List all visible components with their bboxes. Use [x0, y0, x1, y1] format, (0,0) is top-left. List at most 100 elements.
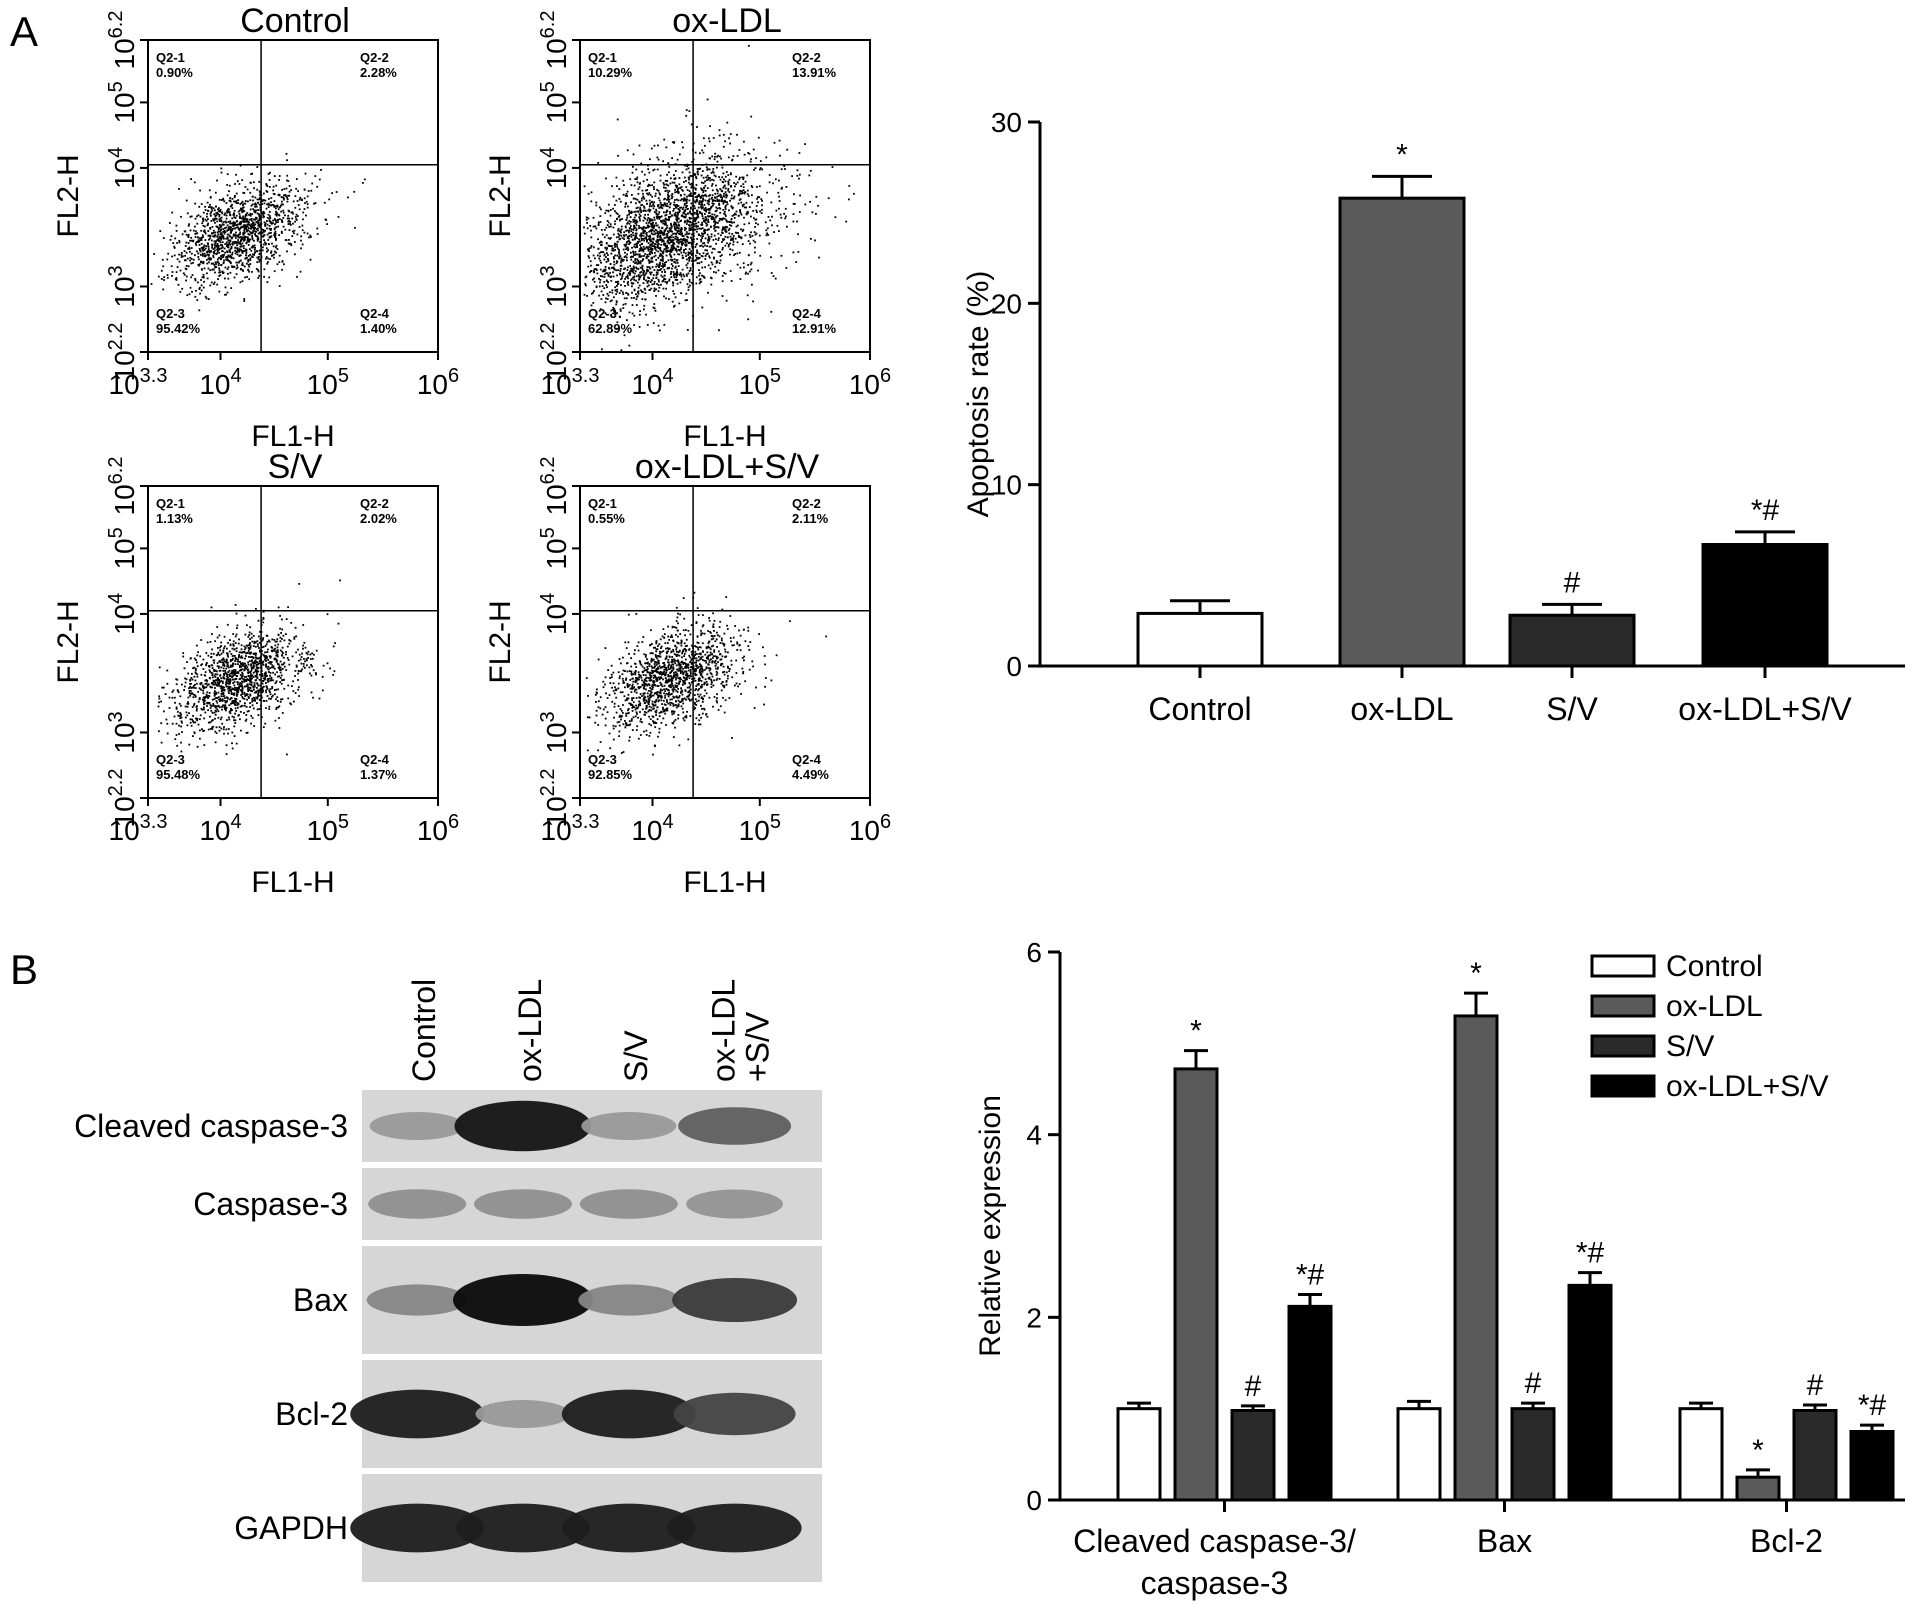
- event-dot: [229, 686, 232, 688]
- event-dot: [218, 251, 221, 254]
- event-dot: [164, 693, 167, 695]
- event-dot: [171, 255, 173, 258]
- event-dot: [210, 262, 213, 265]
- event-dot: [231, 198, 234, 200]
- event-dot: [647, 259, 650, 261]
- event-dot: [678, 253, 681, 256]
- event-dot: [235, 242, 238, 244]
- event-dot: [310, 189, 313, 192]
- event-dot: [197, 240, 200, 243]
- event-dot: [187, 672, 190, 675]
- event-dot: [623, 334, 626, 337]
- event-dot: [217, 238, 219, 241]
- event-dot: [200, 254, 202, 256]
- event-dot: [585, 216, 588, 219]
- event-dot: [612, 195, 615, 198]
- event-dot: [649, 253, 652, 256]
- event-dot: [282, 225, 285, 228]
- event-dot: [690, 252, 693, 255]
- event-dot: [661, 251, 664, 253]
- event-dot: [620, 231, 622, 234]
- event-dot: [169, 238, 172, 241]
- event-dot: [222, 223, 225, 226]
- event-dot: [236, 687, 239, 689]
- event-dot: [268, 186, 271, 188]
- event-dot: [242, 245, 245, 247]
- event-dot: [254, 216, 257, 219]
- event-dot: [252, 208, 255, 210]
- event-dot: [715, 184, 717, 187]
- event-dot: [725, 219, 728, 221]
- y-tick-group: 104: [537, 147, 572, 189]
- event-dot: [644, 210, 647, 212]
- event-dot: [200, 260, 202, 263]
- event-dot: [273, 206, 276, 208]
- event-dot: [710, 283, 713, 286]
- event-dot: [262, 616, 265, 619]
- event-dot: [702, 242, 704, 245]
- event-dot: [225, 258, 228, 261]
- event-dot: [268, 179, 271, 181]
- event-dot: [719, 251, 721, 254]
- event-dot: [211, 209, 214, 212]
- event-dot: [194, 669, 197, 671]
- event-dot: [199, 292, 201, 295]
- event-dot: [639, 262, 642, 264]
- event-dot: [586, 295, 588, 297]
- event-dot: [598, 252, 601, 255]
- event-dot: [276, 212, 278, 215]
- quadrant-percent: 62.89%: [588, 321, 633, 336]
- event-dot: [251, 235, 253, 237]
- event-dot: [239, 236, 242, 238]
- event-dot: [281, 679, 284, 682]
- event-dot: [175, 279, 178, 281]
- event-dot: [196, 222, 199, 225]
- event-dot: [216, 701, 219, 704]
- event-dot: [715, 242, 717, 245]
- event-dot: [709, 177, 711, 179]
- event-dot: [691, 245, 694, 248]
- event-dot: [255, 230, 257, 233]
- event-dot: [231, 687, 234, 690]
- event-dot: [235, 612, 238, 615]
- event-dot: [295, 664, 298, 667]
- event-dot: [662, 266, 664, 269]
- event-dot: [724, 191, 727, 193]
- event-dot: [289, 242, 292, 245]
- event-dot: [615, 211, 618, 214]
- event-dot: [258, 249, 261, 252]
- event-dot: [666, 236, 668, 239]
- event-dot: [646, 218, 649, 221]
- event-dot: [610, 313, 613, 316]
- event-dot: [688, 229, 691, 232]
- event-dot: [632, 229, 635, 231]
- event-dot: [677, 221, 680, 224]
- event-dot: [665, 254, 668, 257]
- event-dot: [195, 289, 197, 292]
- event-dot: [233, 684, 236, 687]
- event-dot: [733, 254, 735, 257]
- event-dot: [766, 227, 769, 230]
- event-dot: [691, 270, 694, 273]
- event-dot: [658, 243, 660, 245]
- event-dot: [198, 205, 201, 208]
- event-dot: [275, 688, 278, 691]
- event-dot: [633, 211, 636, 213]
- event-dot: [647, 249, 650, 252]
- event-dot: [716, 155, 719, 158]
- event-dot: [233, 276, 236, 279]
- event-dot: [651, 242, 654, 245]
- event-dot: [171, 696, 174, 699]
- event-dot: [649, 229, 652, 232]
- event-dot: [651, 226, 654, 229]
- event-dot: [641, 227, 644, 229]
- event-dot: [607, 203, 610, 206]
- event-dot: [251, 700, 253, 703]
- event-dot: [612, 256, 615, 258]
- event-dot: [712, 179, 715, 182]
- event-dot: [198, 248, 201, 250]
- event-dot: [743, 223, 746, 226]
- event-dot: [215, 693, 218, 695]
- event-dot: [658, 239, 660, 241]
- event-dot: [221, 234, 224, 237]
